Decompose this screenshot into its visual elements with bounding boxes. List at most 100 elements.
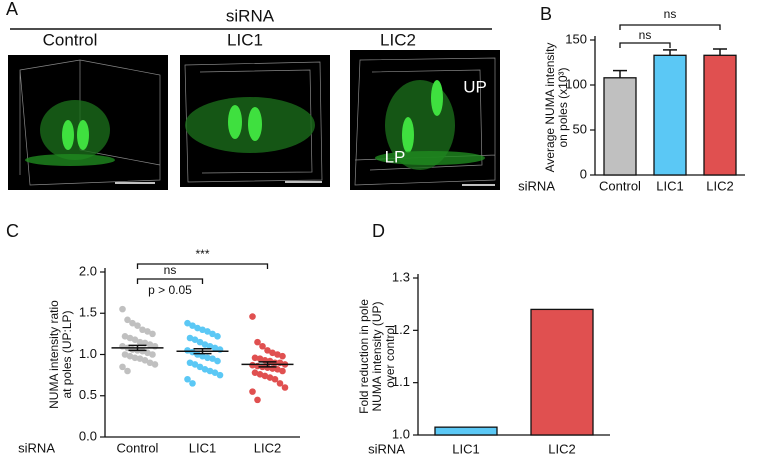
bar — [653, 54, 687, 176]
condition-label: LIC1 — [227, 30, 263, 49]
dot — [279, 367, 286, 375]
dot — [256, 355, 264, 362]
y-tick-label: 1.3 — [392, 269, 410, 284]
dot — [141, 339, 149, 347]
dot — [136, 355, 144, 362]
dot — [184, 375, 191, 383]
dot — [266, 374, 274, 381]
dot — [249, 313, 256, 320]
significance-label: ns — [664, 7, 677, 21]
x-tick-label: LIC1 — [452, 441, 479, 456]
dot — [259, 342, 266, 350]
pole-marker: LP — [385, 147, 406, 166]
y-axis-label: on poles (x10³) — [556, 67, 570, 147]
dot — [194, 351, 201, 358]
dot — [281, 384, 289, 391]
micrograph — [350, 50, 500, 190]
dot — [126, 334, 134, 342]
group-label: siRNA — [226, 6, 275, 25]
dot — [136, 338, 144, 346]
dot — [126, 352, 134, 360]
bar — [603, 77, 637, 176]
dot — [134, 322, 141, 329]
significance-label: ns — [639, 28, 652, 42]
dot — [204, 328, 211, 335]
dot — [141, 356, 149, 364]
dot — [191, 361, 199, 368]
dot — [124, 316, 131, 324]
x-tick-label: Control — [117, 440, 159, 455]
dot — [131, 336, 139, 343]
dot — [194, 324, 201, 332]
dot — [139, 326, 146, 334]
row-label: siRNA — [368, 441, 405, 456]
dot — [276, 380, 284, 387]
x-tick-label: LIC1 — [656, 178, 683, 193]
y-tick-label: 0.0 — [79, 428, 97, 443]
dot — [201, 366, 209, 373]
dot — [206, 342, 214, 350]
dot — [264, 347, 271, 354]
dot — [196, 363, 204, 371]
dot — [201, 341, 209, 348]
x-tick-label: LIC2 — [548, 441, 575, 456]
y-tick-label: 100 — [565, 76, 587, 91]
dot — [144, 349, 151, 357]
row-label: siRNA — [518, 178, 555, 193]
dot — [191, 336, 199, 343]
y-axis-label: at poles (UP:LP) — [60, 310, 74, 398]
significance-label: *** — [195, 247, 209, 261]
micrograph — [180, 55, 330, 187]
panel-letter: A — [6, 0, 18, 19]
dot — [279, 352, 286, 360]
dot — [269, 349, 276, 357]
dot — [256, 371, 264, 378]
dot — [214, 333, 221, 340]
y-axis-label: Average NUMA intensity — [543, 43, 557, 173]
dot — [199, 326, 206, 334]
dot — [204, 354, 211, 362]
dot — [274, 351, 281, 358]
significance-bracket — [136, 278, 204, 284]
dot — [271, 375, 279, 383]
significance-bracket — [619, 42, 671, 48]
dot — [254, 338, 261, 346]
dot — [186, 334, 194, 342]
dot — [274, 366, 281, 373]
pole-marker: UP — [463, 77, 487, 96]
dot — [186, 359, 194, 367]
panel-letter: B — [540, 4, 552, 24]
condition-label: LIC2 — [380, 30, 416, 49]
dot — [139, 347, 146, 355]
condition-label: Control — [43, 30, 98, 49]
dot — [184, 347, 191, 354]
dot — [266, 357, 274, 365]
dot — [261, 372, 269, 380]
x-tick-label: Control — [599, 178, 641, 193]
micrograph — [8, 55, 168, 190]
significance-bracket — [619, 24, 721, 30]
dot — [189, 380, 196, 387]
significance-label: p > 0.05 — [148, 283, 192, 297]
dot — [211, 369, 219, 376]
dot — [121, 333, 129, 340]
dot — [119, 305, 126, 313]
dot — [131, 354, 139, 362]
y-axis-label: NUMA intensity (UP) — [370, 301, 384, 411]
y-axis-label: NUMA intensity ratio — [47, 300, 61, 409]
dot — [189, 322, 196, 329]
dot — [216, 371, 224, 379]
y-tick-label: 1.5 — [79, 305, 97, 320]
dot — [119, 363, 126, 371]
dot — [209, 355, 216, 362]
y-axis-label: Fold reduction in pole — [357, 299, 371, 414]
y-tick-label: 1.1 — [392, 374, 410, 389]
y-tick-label: 1.2 — [392, 322, 410, 337]
dot — [121, 351, 129, 358]
dot — [146, 341, 154, 348]
dot — [251, 354, 259, 362]
dot — [251, 369, 259, 376]
dot — [264, 364, 271, 372]
dot — [249, 361, 256, 369]
